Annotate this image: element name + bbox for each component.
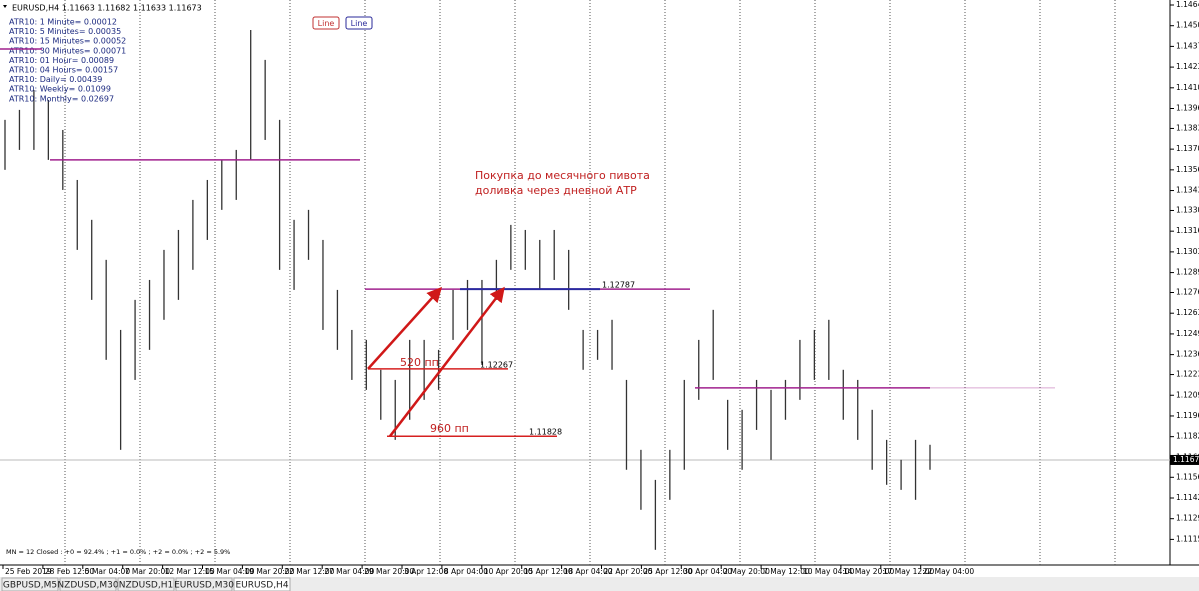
y-tick-label: 1.12230 (1176, 370, 1199, 379)
y-tick-label: 1.14235 (1176, 62, 1199, 71)
atr-line: ATR10: 01 Hour= 0.00089 (9, 56, 114, 65)
y-tick-label: 1.14640 (1176, 0, 1199, 9)
y-tick-label: 1.12095 (1176, 390, 1199, 399)
y-tick-label: 1.14100 (1176, 83, 1199, 92)
x-tick-label: 18 Apr 04:00 (564, 567, 613, 576)
line-button-label[interactable]: Line (318, 19, 335, 28)
y-tick-label: 1.14370 (1176, 41, 1199, 50)
y-tick-label: 1.12630 (1176, 308, 1199, 317)
x-tick-label: 30 Apr 04:00 (683, 567, 732, 576)
x-tick-label: 12 Mar 12:00 (165, 567, 215, 576)
x-tick-label: 28 Feb 12:00 (45, 567, 94, 576)
x-tick-label: 22 Apr 20:00 (604, 567, 653, 576)
atr-line: ATR10: 5 Minutes= 0.00035 (9, 27, 121, 36)
tab-label[interactable]: NZDUSD,M30 (57, 581, 118, 591)
atr-line: ATR10: Daily= 0.00439 (9, 75, 102, 84)
x-tick-label: 14 May 20:00 (843, 567, 895, 576)
x-tick-label: 10 Apr 20:00 (484, 567, 533, 576)
y-tick-label: 1.12495 (1176, 329, 1199, 338)
y-tick-label: 1.11290 (1176, 514, 1199, 523)
y-tick-label: 1.13430 (1176, 186, 1199, 195)
header-arrow (3, 5, 7, 8)
current-price-label: 1.11673 (1173, 455, 1199, 464)
x-tick-label: 27 Mar 04:00 (324, 567, 374, 576)
x-tick-label: 17 May 12:00 (883, 567, 935, 576)
tab-label[interactable]: EURUSD,H4 (235, 581, 288, 591)
x-tick-label: 3 Apr 12:00 (404, 567, 448, 576)
annotation: Покупка до месячного пивота (475, 169, 650, 182)
level-label: 1.12787 (602, 281, 635, 290)
y-tick-label: 1.13965 (1176, 104, 1199, 113)
x-tick-label: 19 Mar 20:00 (244, 567, 294, 576)
x-tick-label: 8 Apr 04:00 (444, 567, 488, 576)
arrow (389, 286, 505, 437)
atr-line: ATR10: 1 Minute= 0.00012 (9, 18, 117, 27)
current-price-box (1170, 454, 1199, 465)
line-button[interactable] (345, 16, 373, 30)
x-tick-label: 22 May 04:00 (923, 567, 975, 576)
annotation: 520 пп (400, 356, 439, 369)
x-tick-label: 7 May 12:00 (763, 567, 810, 576)
line-button-label[interactable]: Line (351, 19, 368, 28)
line-button[interactable] (312, 16, 340, 30)
y-tick-label: 1.11560 (1176, 472, 1199, 481)
atr-line: ATR10: 15 Minutes= 0.00052 (9, 37, 126, 46)
annotation: доливка через дневной АТР (475, 184, 637, 197)
x-tick-label: 25 Apr 12:00 (643, 567, 692, 576)
tab[interactable] (175, 577, 233, 591)
tab[interactable] (1, 577, 59, 591)
stats-line: MN = 12 Closed : +0 = 92.4% ; +1 = 0.0% … (6, 548, 230, 556)
y-tick-label: 1.13700 (1176, 144, 1199, 153)
y-tick-label: 1.12765 (1176, 288, 1199, 297)
x-tick-label: 25 Feb 2019 (5, 567, 52, 576)
level-label: 1.11828 (529, 428, 562, 437)
tab-label[interactable]: GBPUSD,M5 (3, 581, 57, 591)
y-tick-label: 1.13030 (1176, 247, 1199, 256)
tab[interactable] (59, 577, 117, 591)
arrow (367, 286, 443, 370)
symbol-header: EURUSD,H4 1.11663 1.11682 1.11633 1.1167… (12, 4, 202, 13)
x-tick-label: 10 May 04:00 (803, 567, 855, 576)
level-label: 1.12267 (480, 360, 513, 369)
annotation: 960 пп (430, 422, 469, 435)
tab[interactable] (233, 577, 291, 591)
atr-line: ATR10: 30 Minutes= 0.00071 (9, 46, 126, 55)
y-tick-label: 1.11960 (1176, 411, 1199, 420)
tab-label[interactable]: EURUSD,M30 (174, 581, 234, 591)
y-tick-label: 1.11425 (1176, 493, 1199, 502)
tab-bar (0, 577, 1199, 591)
x-tick-label: 15 Mar 04:00 (205, 567, 255, 576)
x-tick-label: 29 Mar 20:00 (364, 567, 414, 576)
x-tick-label: 22 Mar 12:00 (284, 567, 334, 576)
x-tick-label: 15 Apr 12:00 (524, 567, 573, 576)
tab-label[interactable]: NZDUSD,H1 (119, 581, 173, 591)
atr-line: ATR10: Weekly= 0.01099 (9, 85, 111, 94)
atr-line: ATR10: Monthly= 0.02697 (9, 94, 114, 103)
x-tick-label: 7 Mar 20:00 (125, 567, 171, 576)
y-tick-label: 1.13565 (1176, 165, 1199, 174)
y-tick-label: 1.11825 (1176, 432, 1199, 441)
tab[interactable] (117, 577, 175, 591)
atr-line: ATR10: 04 Hours= 0.00157 (9, 66, 118, 75)
y-tick-label: 1.11155 (1176, 534, 1199, 543)
y-tick-label: 1.13835 (1176, 123, 1199, 132)
x-tick-label: 2 May 20:00 (723, 567, 770, 576)
y-tick-label: 1.13300 (1176, 205, 1199, 214)
y-tick-label: 1.12360 (1176, 350, 1199, 359)
y-tick-label: 1.14505 (1176, 21, 1199, 30)
y-tick-label: 1.13165 (1176, 226, 1199, 235)
x-tick-label: 5 Mar 04:00 (85, 567, 131, 576)
y-tick-label: 1.12895 (1176, 268, 1199, 277)
